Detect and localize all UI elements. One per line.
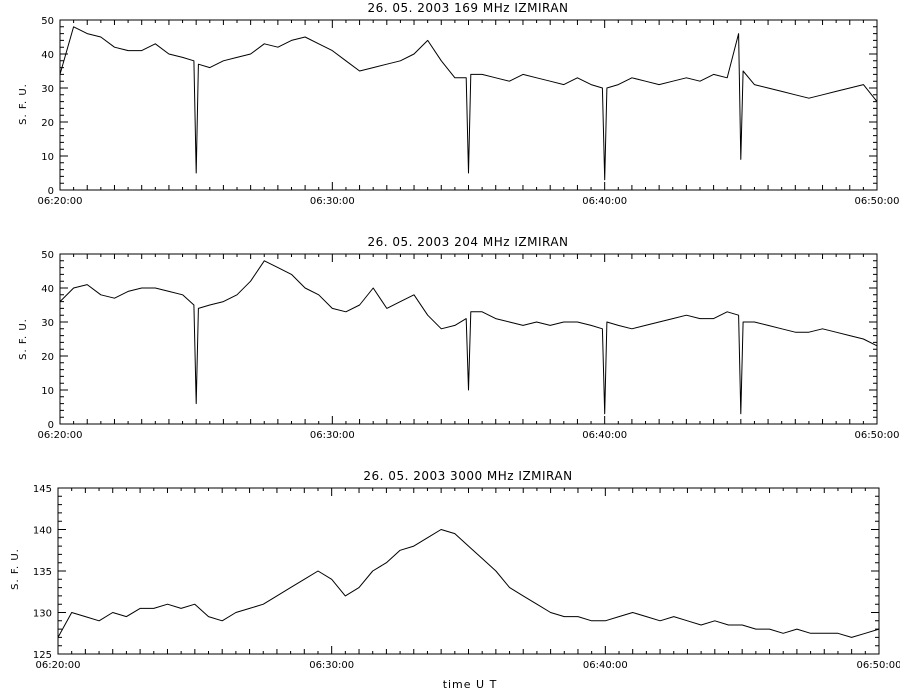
y-tick-label: 40	[41, 50, 54, 61]
y-tick-label: 135	[33, 567, 52, 578]
y-tick-label: 0	[48, 186, 54, 197]
x-tick-label: 06:50:00	[857, 660, 900, 671]
y-tick-label: 0	[48, 420, 54, 431]
x-tick-label: 06:40:00	[582, 430, 627, 441]
tick-marks	[59, 19, 878, 191]
axes-3000: 06:20:00 06:30:00 06:40:00 06:50:00 125 130 13…	[33, 484, 900, 671]
y-tick-label: 140	[33, 526, 52, 537]
chart-title-169: 26. 05. 2003 169 MHz IZMIRAN	[367, 1, 568, 15]
x-tick-label: 06:20:00	[38, 196, 83, 207]
panel-169-mhz: 26. 05. 2003 169 MHz IZMIRAN S. F. U. 06…	[18, 1, 899, 207]
series-line	[59, 26, 878, 181]
y-axis-label-204: S. F. U.	[18, 318, 29, 360]
y-tick-label: 130	[33, 609, 52, 620]
x-tick-label: 06:50:00	[855, 196, 900, 207]
x-tick-label: 06:20:00	[36, 660, 81, 671]
series-layer-3000	[57, 529, 880, 638]
y-axis-label-3000: S. F. U.	[10, 548, 21, 590]
series-line	[59, 260, 878, 415]
y-tick-label: 20	[41, 118, 54, 129]
x-tick-label: 06:40:00	[583, 660, 628, 671]
y-tick-label: 50	[41, 16, 54, 27]
chart-title-204: 26. 05. 2003 204 MHz IZMIRAN	[367, 235, 568, 249]
chart-title-3000: 26. 05. 2003 3000 MHz IZMIRAN	[363, 469, 572, 483]
y-tick-label: 30	[41, 84, 54, 95]
tick-marks	[59, 253, 878, 425]
y-tick-label: 50	[41, 250, 54, 261]
series-layer-204	[59, 260, 878, 415]
x-tick-label: 06:20:00	[38, 430, 83, 441]
x-tick-label: 06:30:00	[309, 660, 354, 671]
axes-204: 06:20:00 06:30:00 06:40:00 06:50:00 0 10 20 30 4…	[38, 250, 900, 441]
x-tick-label: 06:30:00	[310, 196, 355, 207]
tick-marks	[57, 487, 880, 655]
series-layer-169	[59, 26, 878, 181]
y-tick-label: 30	[41, 318, 54, 329]
x-tick-label: 06:50:00	[855, 430, 900, 441]
y-tick-label: 125	[33, 650, 52, 661]
x-tick-label: 06:40:00	[582, 196, 627, 207]
panel-3000-mhz: 26. 05. 2003 3000 MHz IZMIRAN S. F. U. t…	[10, 469, 900, 691]
y-tick-label: 20	[41, 352, 54, 363]
y-axis-label-169: S. F. U.	[18, 83, 29, 125]
panel-204-mhz: 26. 05. 2003 204 MHz IZMIRAN S. F. U. 06…	[18, 235, 899, 441]
y-tick-label: 145	[33, 484, 52, 495]
y-tick-label: 10	[41, 152, 54, 163]
axes-169: 06:20:00 06:30:00 06:40:00 06:50:00 0 10 20 30 4…	[38, 16, 900, 207]
series-line	[57, 529, 880, 638]
plot-frame	[59, 253, 878, 425]
y-tick-label: 10	[41, 386, 54, 397]
y-tick-label: 40	[41, 284, 54, 295]
x-axis-label-3000: time U T	[443, 678, 498, 691]
x-tick-label: 06:30:00	[310, 430, 355, 441]
